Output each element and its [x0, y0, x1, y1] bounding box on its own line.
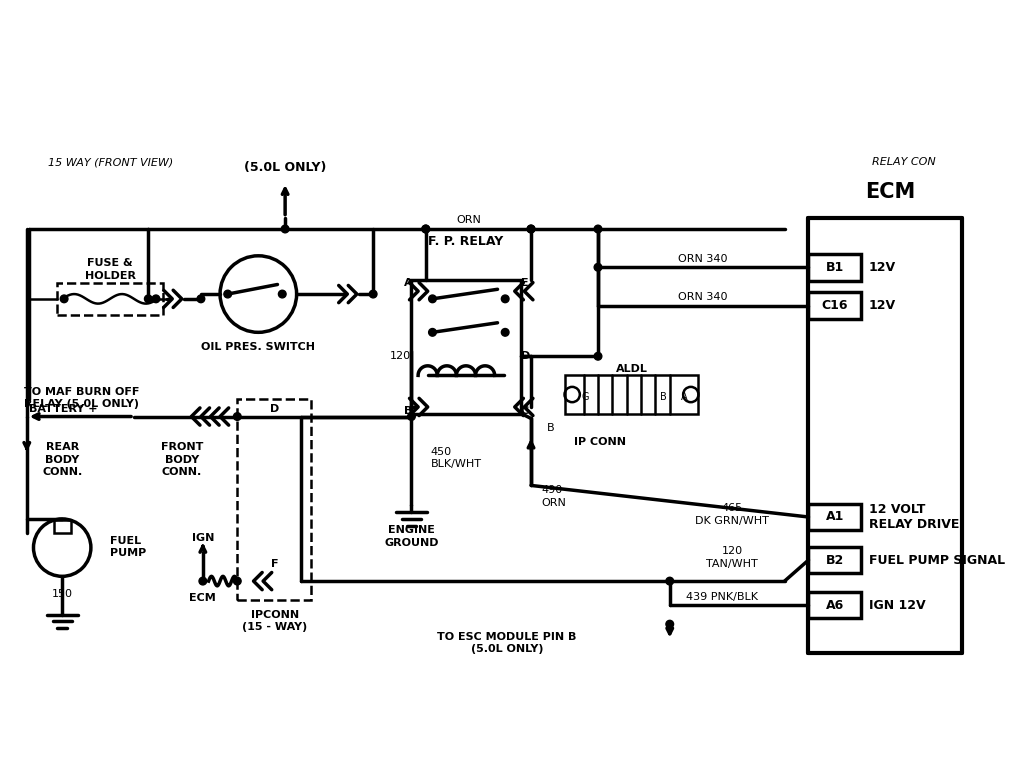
Text: B2: B2	[825, 554, 844, 567]
Circle shape	[279, 290, 286, 298]
Bar	[809, 547, 861, 574]
Text: (5.0L ONLY): (5.0L ONLY)	[471, 644, 544, 654]
Text: IGN: IGN	[191, 533, 214, 543]
Text: ORN 340: ORN 340	[679, 253, 728, 263]
Text: BODY: BODY	[165, 455, 199, 465]
Circle shape	[197, 295, 205, 303]
Circle shape	[233, 412, 241, 420]
Circle shape	[422, 225, 430, 233]
Text: BLK/WHT: BLK/WHT	[430, 459, 481, 469]
Text: C16: C16	[821, 299, 848, 312]
Text: ECM: ECM	[189, 594, 216, 604]
Circle shape	[527, 225, 535, 233]
Circle shape	[594, 225, 602, 233]
Circle shape	[422, 225, 430, 233]
Text: IP CONN: IP CONN	[574, 437, 626, 448]
Text: ORN: ORN	[542, 498, 566, 508]
Text: 490: 490	[542, 485, 563, 495]
Circle shape	[282, 225, 289, 233]
Text: 12 VOLT
RELAY DRIVE: 12 VOLT RELAY DRIVE	[868, 503, 959, 531]
Text: HOLDER: HOLDER	[85, 271, 135, 281]
Bar	[53, 520, 71, 533]
Text: 150: 150	[51, 588, 73, 598]
Text: 465: 465	[721, 503, 742, 513]
Text: 15 WAY (FRONT VIEW): 15 WAY (FRONT VIEW)	[48, 157, 173, 167]
Text: IPCONN: IPCONN	[251, 610, 299, 620]
Bar	[564, 376, 698, 414]
Circle shape	[527, 225, 535, 233]
Text: 12V: 12V	[868, 261, 896, 273]
Text: FUEL: FUEL	[110, 536, 141, 546]
Text: RELAY CON: RELAY CON	[872, 157, 936, 167]
Text: TAN/WHT: TAN/WHT	[707, 559, 758, 569]
Text: 450: 450	[430, 447, 452, 457]
Text: OIL PRES. SWITCH: OIL PRES. SWITCH	[202, 342, 315, 352]
Text: B1: B1	[825, 261, 844, 273]
Text: CONN.: CONN.	[162, 467, 202, 477]
Circle shape	[429, 295, 436, 303]
Circle shape	[233, 578, 241, 585]
Circle shape	[408, 412, 416, 420]
Text: B: B	[547, 423, 555, 433]
Bar	[238, 399, 311, 601]
Text: FUSE &: FUSE &	[87, 259, 133, 269]
Bar	[809, 292, 861, 319]
Text: PUMP: PUMP	[110, 548, 146, 558]
Text: IGN 12V: IGN 12V	[868, 598, 926, 611]
Text: TO MAF BURN OFF: TO MAF BURN OFF	[24, 386, 139, 396]
Circle shape	[144, 295, 153, 303]
Text: RELAY (5.0L ONLY): RELAY (5.0L ONLY)	[24, 399, 139, 409]
Text: 12V: 12V	[868, 299, 896, 312]
Circle shape	[60, 295, 68, 303]
Text: B: B	[404, 406, 413, 415]
Text: ORN: ORN	[457, 215, 481, 225]
Text: FUEL PUMP SIGNAL: FUEL PUMP SIGNAL	[868, 554, 1005, 567]
Text: BODY: BODY	[45, 455, 79, 465]
Text: D: D	[270, 404, 280, 414]
Circle shape	[502, 295, 509, 303]
Text: GROUND: GROUND	[384, 538, 438, 548]
Text: ORN 340: ORN 340	[679, 292, 728, 302]
Circle shape	[594, 263, 602, 271]
Text: REAR: REAR	[45, 442, 79, 452]
Text: (15 - WAY): (15 - WAY)	[242, 622, 307, 632]
Circle shape	[429, 329, 436, 336]
Text: CONN.: CONN.	[42, 467, 82, 477]
Text: (5.0L ONLY): (5.0L ONLY)	[244, 161, 327, 174]
Text: 439 PNK/BLK: 439 PNK/BLK	[686, 592, 759, 602]
Text: FRONT: FRONT	[161, 442, 203, 452]
Text: ECM: ECM	[864, 182, 914, 202]
Text: 120: 120	[721, 547, 742, 557]
Text: ENGINE: ENGINE	[388, 525, 435, 535]
Text: BATTERY +: BATTERY +	[29, 404, 97, 414]
Bar	[809, 591, 861, 618]
Text: F. P. RELAY: F. P. RELAY	[428, 235, 504, 248]
Text: A1: A1	[825, 511, 844, 524]
Circle shape	[594, 353, 602, 360]
Text: DK GRN/WHT: DK GRN/WHT	[695, 516, 769, 526]
Text: A: A	[681, 392, 687, 402]
Circle shape	[666, 578, 674, 585]
Circle shape	[370, 290, 377, 298]
Bar	[412, 280, 521, 414]
Bar	[57, 283, 163, 315]
Circle shape	[502, 329, 509, 336]
Text: ALDL: ALDL	[615, 364, 647, 374]
Text: D: D	[520, 351, 529, 361]
Circle shape	[153, 295, 160, 303]
Text: G: G	[582, 392, 589, 402]
Circle shape	[199, 578, 207, 585]
Text: A: A	[404, 277, 413, 287]
Text: C: C	[520, 406, 528, 415]
Text: A6: A6	[825, 598, 844, 611]
Text: E: E	[520, 277, 528, 287]
Bar	[809, 254, 861, 280]
Text: B: B	[659, 392, 667, 402]
Bar	[809, 504, 861, 531]
Text: TO ESC MODULE PIN B: TO ESC MODULE PIN B	[437, 631, 577, 641]
Text: 120: 120	[389, 351, 411, 361]
Circle shape	[224, 290, 231, 298]
Text: F: F	[271, 559, 279, 569]
Circle shape	[666, 621, 674, 628]
